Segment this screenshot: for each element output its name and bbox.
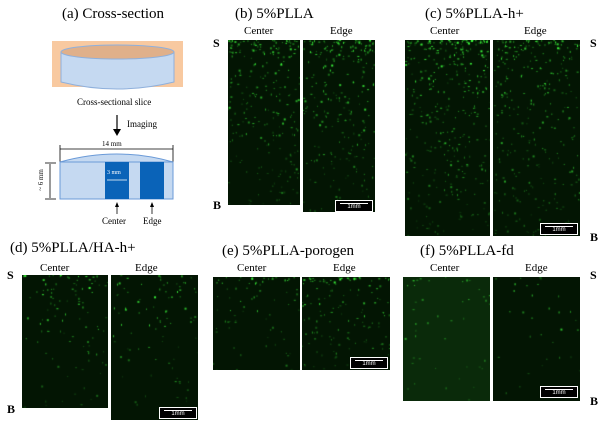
panel-b-title: (b) 5%PLLA — [235, 6, 314, 22]
scaffold-top — [60, 44, 175, 60]
height-label: ~ 6 mm — [36, 169, 45, 191]
center-label: Center — [102, 216, 126, 226]
f-surface-label: S — [590, 268, 597, 282]
center-column — [105, 162, 129, 199]
b-edge-label: Edge — [330, 25, 353, 37]
width-label: 14 mm — [102, 140, 122, 148]
f-edge-label: Edge — [525, 262, 548, 274]
edge-label: Edge — [143, 216, 162, 226]
edge-column — [140, 162, 164, 199]
b-center-label: Center — [244, 25, 274, 37]
f-center-label: Center — [430, 262, 460, 274]
panel-f-title: (f) 5%PLLA-fd — [420, 243, 514, 259]
d-scale-bar: 1mm — [159, 407, 197, 419]
d-surface-label: S — [7, 268, 14, 282]
c-bottom-label: B — [590, 230, 599, 244]
panel-e-title: (e) 5%PLLA-porogen — [222, 243, 355, 259]
d-bottom-label: B — [7, 402, 16, 416]
c-center-image — [405, 40, 490, 236]
scaffold-cylinder — [60, 52, 175, 90]
d-center-image — [22, 275, 108, 408]
b-scale-bar: 1mm — [335, 200, 373, 212]
f-edge-image — [493, 277, 580, 401]
c-surface-label: S — [590, 36, 597, 50]
f-scale-bar: 1mm — [540, 386, 578, 398]
e-center-image — [213, 277, 300, 370]
panel-c-title: (c) 5%PLLA-h+ — [425, 6, 524, 22]
column-width-label: 3 mm — [107, 170, 121, 176]
c-center-label: Center — [430, 25, 460, 37]
cross-section-diagram — [45, 41, 183, 214]
slice-label: Cross-sectional slice — [77, 97, 152, 107]
panel-a-title: (a) Cross-section — [62, 6, 165, 22]
d-edge-image — [111, 275, 198, 420]
e-center-label: Center — [237, 262, 267, 274]
c-edge-label: Edge — [524, 25, 547, 37]
e-scale-bar: 1mm — [350, 357, 388, 369]
b-surface-label: S — [213, 36, 220, 50]
e-edge-label: Edge — [333, 262, 356, 274]
c-edge-image — [493, 40, 580, 236]
c-scale-bar: 1mm — [540, 223, 578, 235]
b-center-image — [228, 40, 300, 205]
panel-d-title: (d) 5%PLLA/HA-h+ — [10, 240, 136, 256]
f-bottom-label: B — [590, 394, 599, 408]
d-edge-label: Edge — [135, 262, 158, 274]
b-edge-image — [303, 40, 375, 212]
imaging-label: Imaging — [127, 119, 157, 129]
b-bottom-label: B — [213, 198, 222, 212]
e-edge-image — [302, 277, 390, 370]
d-center-label: Center — [40, 262, 70, 274]
f-center-image — [403, 277, 490, 401]
